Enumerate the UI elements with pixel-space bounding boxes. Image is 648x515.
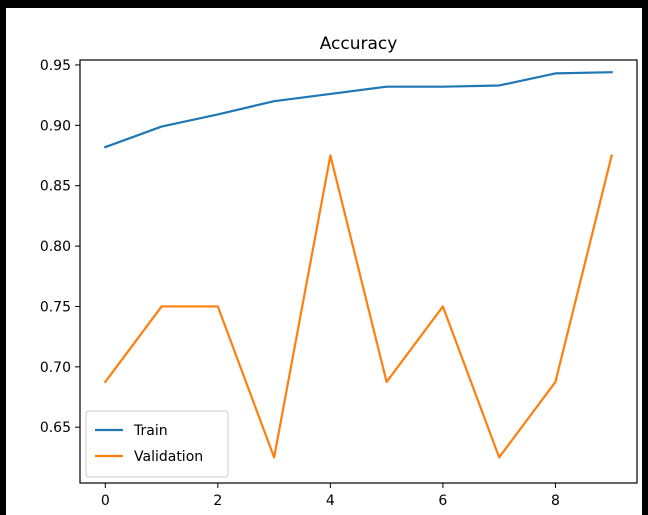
x-tick-label: 6 bbox=[438, 493, 447, 509]
legend-label-train: Train bbox=[133, 423, 168, 439]
y-tick-label: 0.85 bbox=[40, 179, 71, 195]
y-tick-label: 0.75 bbox=[40, 299, 71, 315]
series-line-train bbox=[103, 71, 613, 149]
figure-canvas: Accuracy 0 2 4 6 8 0.65 0.70 0.75 0.80 0.85 0.90 0.… bbox=[6, 8, 642, 515]
x-tick-label: 0 bbox=[101, 493, 110, 509]
y-tick-label: 0.95 bbox=[40, 58, 71, 74]
x-tick-label: 8 bbox=[551, 493, 560, 509]
chart-title: Accuracy bbox=[320, 34, 398, 54]
y-tick-label: 0.65 bbox=[40, 420, 71, 436]
y-tick-label: 0.90 bbox=[40, 118, 71, 134]
x-tick-label: 2 bbox=[213, 493, 222, 509]
plot-area-frame bbox=[79, 59, 638, 484]
x-tick-label: 4 bbox=[326, 493, 335, 509]
accuracy-chart: Accuracy 0 2 4 6 8 0.65 0.70 0.75 0.80 0.85 0.90 0.… bbox=[40, 34, 638, 509]
series-line-validation bbox=[103, 154, 614, 459]
y-tick-label: 0.80 bbox=[40, 239, 71, 255]
legend-box bbox=[85, 410, 229, 478]
legend-label-validation: Validation bbox=[134, 449, 203, 465]
series-lines bbox=[103, 71, 614, 459]
legend: Train Validation bbox=[85, 410, 229, 478]
y-tick-label: 0.70 bbox=[40, 360, 71, 376]
axes: 0 2 4 6 8 0.65 0.70 0.75 0.80 0.85 0.90 0.95 bbox=[40, 58, 638, 509]
